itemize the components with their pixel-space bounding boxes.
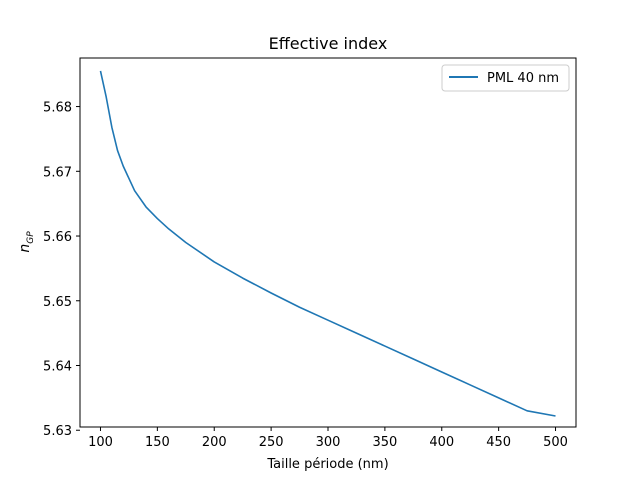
x-tick-label: 150: [145, 435, 170, 450]
x-tick-label: 200: [202, 435, 227, 450]
plot-area: [79, 57, 577, 428]
y-axis-label-subscript: GP: [26, 231, 36, 244]
x-tick-label: 300: [316, 435, 341, 450]
y-tick-label: 5.66: [43, 230, 72, 245]
x-tick-label: 250: [259, 435, 284, 450]
y-axis-label: nGP: [17, 231, 36, 253]
x-tick-label: 450: [486, 435, 511, 450]
x-axis-label: Taille période (nm): [266, 457, 388, 472]
x-tick-label: 350: [372, 435, 397, 450]
y-tick-label: 5.68: [43, 101, 72, 116]
y-tick-label: 5.65: [43, 295, 72, 310]
x-tick-label: 400: [429, 435, 454, 450]
legend-box: [441, 64, 570, 92]
y-axis-label-base: n: [17, 244, 33, 253]
series-layer: [99, 70, 556, 417]
x-tick-label: 500: [543, 435, 568, 450]
x-tick-label: 100: [88, 435, 113, 450]
y-tick-label: 5.63: [43, 424, 72, 439]
chart-title: Effective index: [269, 34, 388, 53]
y-axis: 5.63 5.64 5.65 5.66 5.67 5.68: [43, 101, 80, 439]
y-tick-label: 5.64: [43, 360, 72, 375]
y-tick-label: 5.67: [43, 165, 72, 180]
series-line: [99, 70, 556, 417]
x-axis: 100 150 200 250 300 350 400 450 500: [88, 427, 568, 450]
legend: PML 40 nm: [441, 64, 570, 92]
legend-label: PML 40 nm: [487, 71, 559, 86]
